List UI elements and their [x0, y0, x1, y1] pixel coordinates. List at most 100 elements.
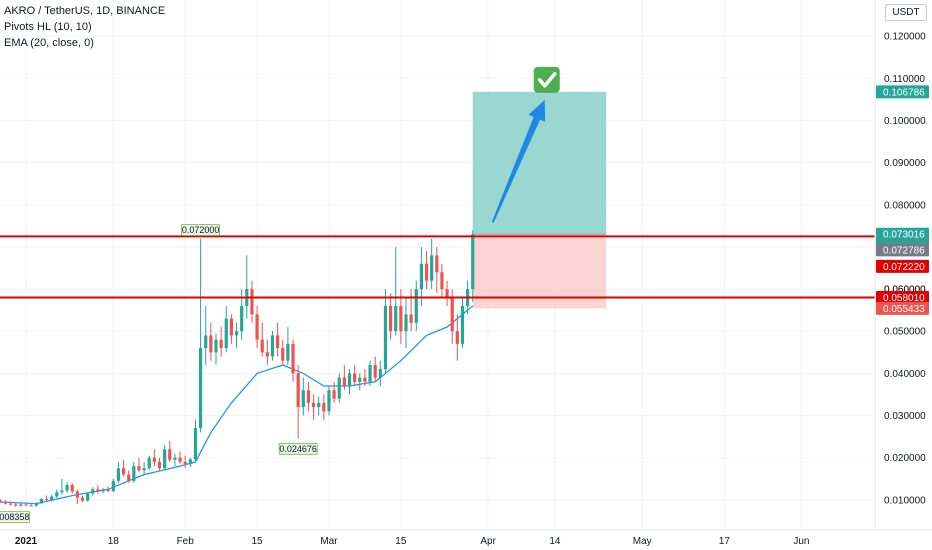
candle-body [435, 255, 439, 273]
checkmark-icon [533, 66, 560, 93]
candle-body [163, 449, 167, 469]
candle [132, 461, 136, 483]
candle [193, 419, 198, 462]
candle-body [116, 468, 121, 481]
candle-body [291, 343, 295, 374]
candle-body [209, 335, 213, 353]
candle-body [440, 272, 444, 290]
candle-body [214, 339, 218, 353]
candle [419, 246, 423, 306]
candle-body [450, 297, 454, 332]
candle [255, 305, 259, 349]
candle [353, 364, 357, 387]
x-tick-label: Mar [320, 536, 338, 547]
price-tag-value: 0.106786 [883, 87, 925, 98]
candle-body [14, 504, 18, 506]
y-tick-label: 0.030000 [884, 411, 926, 422]
x-tick-label: 15 [252, 536, 264, 547]
candle-body [50, 496, 54, 500]
candle [204, 305, 208, 365]
y-tick-label: 0.050000 [884, 327, 926, 338]
candle-body [301, 390, 305, 408]
x-tick-label: May [633, 536, 652, 547]
candle [157, 457, 162, 471]
candle [276, 322, 280, 357]
price-tag-value: 0.072220 [883, 262, 925, 273]
candle [19, 503, 23, 507]
candle-body [368, 364, 372, 382]
candle [260, 322, 264, 357]
x-tick-label: 15 [395, 536, 407, 547]
candle [96, 485, 100, 494]
candle-body [455, 331, 459, 344]
price-tag-value: 0.072786 [883, 245, 925, 256]
candle-body [55, 492, 59, 497]
candle [8, 501, 13, 506]
candle-body [96, 489, 100, 492]
checkmark-glyph [537, 72, 557, 88]
candle [29, 504, 33, 507]
candle [39, 497, 44, 505]
y-tick-label: 0.040000 [884, 369, 926, 380]
candle [250, 280, 254, 323]
candle [178, 451, 182, 465]
candle-body [399, 305, 403, 332]
candle [358, 373, 362, 391]
candle [445, 280, 449, 306]
candle-body [86, 493, 90, 501]
candle-body [342, 377, 346, 387]
candle [404, 297, 408, 349]
candle [455, 314, 459, 361]
candle [209, 322, 213, 361]
candle-body [419, 263, 423, 290]
pivots-indicator-label[interactable]: Pivots HL (10, 10) [4, 21, 92, 33]
y-tick-label: 0.060000 [884, 285, 926, 296]
price-tag-value: 0.055433 [883, 304, 925, 315]
candle-body [152, 457, 156, 462]
candle [168, 440, 172, 462]
pivot-label-text: 0.072000 [182, 225, 220, 235]
candle-body [127, 474, 131, 481]
candle-body [19, 504, 23, 506]
candle-body [234, 331, 239, 336]
candle [173, 453, 177, 467]
candle-body [24, 504, 28, 506]
candle [142, 461, 146, 475]
x-tick-label: Apr [480, 536, 496, 547]
currency-button[interactable]: USDT [885, 4, 927, 21]
candle-body [276, 335, 280, 349]
candle-body [198, 348, 203, 429]
candle-body [70, 485, 74, 492]
candle-body [424, 263, 429, 281]
chart-legend: AKRO / TetherUS, 1D, BINANCE Pivots HL (… [4, 3, 165, 51]
ema-indicator-label[interactable]: EMA (20, close, 0) [4, 37, 94, 49]
candle-body [445, 289, 449, 298]
candle [3, 500, 8, 505]
candle [214, 333, 218, 365]
candle-body [34, 503, 38, 506]
candle-body [80, 497, 85, 501]
candle-body [250, 289, 254, 315]
candle-body [193, 428, 198, 460]
candle [296, 364, 300, 439]
candle [342, 364, 346, 391]
candle [147, 455, 151, 471]
candle [0, 499, 2, 503]
candle [224, 305, 228, 353]
candle [317, 396, 321, 416]
candle [286, 327, 290, 365]
stop-zone [472, 234, 607, 309]
candle-body [157, 461, 162, 469]
symbol-title[interactable]: AKRO / TetherUS, 1D, BINANCE [4, 5, 166, 17]
candle-body [373, 364, 377, 378]
pivot-label-box [278, 442, 318, 455]
candle-body [430, 255, 434, 281]
x-tick-label: 14 [549, 536, 561, 547]
candle-body [60, 490, 64, 493]
price-tag-value: 0.073016 [883, 230, 925, 241]
candle [198, 238, 203, 433]
y-tick-label: 0.020000 [884, 453, 926, 464]
candle [219, 327, 223, 357]
candle [101, 488, 105, 494]
